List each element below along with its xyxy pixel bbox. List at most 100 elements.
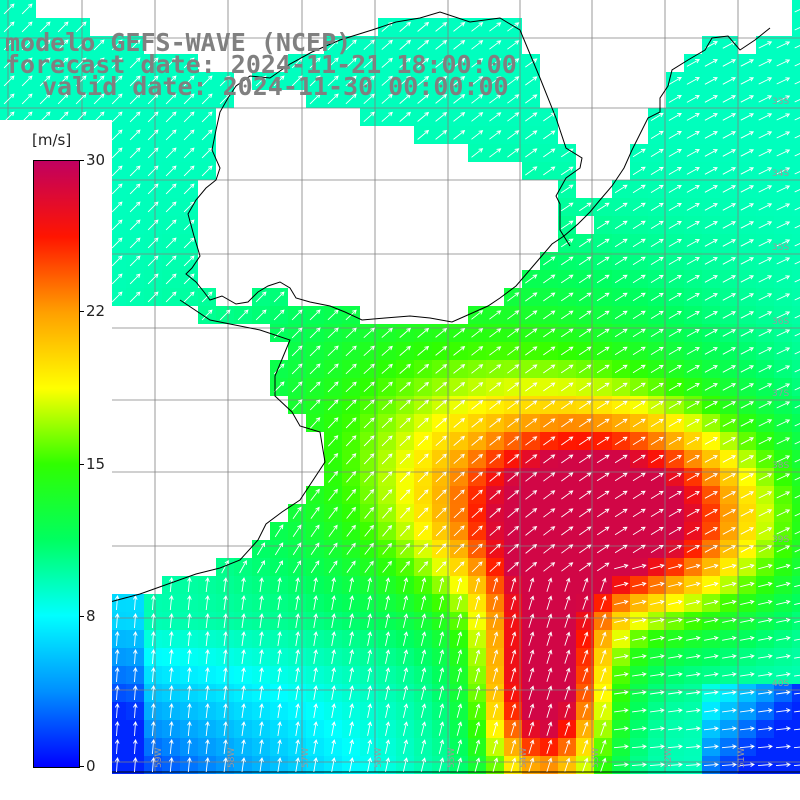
wind-arrow [367, 631, 373, 646]
wind-arrow [794, 710, 800, 713]
wind-arrow [402, 703, 409, 718]
wind-arrow [417, 363, 430, 374]
wind-arrow [704, 383, 718, 391]
wind-arrow [650, 690, 665, 695]
wind-arrow [187, 685, 192, 701]
wind-arrow [632, 184, 646, 194]
wind-arrow [165, 111, 177, 123]
wind-arrow [111, 75, 123, 87]
wind-arrow [345, 93, 357, 105]
wind-arrow [241, 721, 246, 736]
wind-arrow [525, 76, 538, 86]
wind-arrow [456, 739, 463, 754]
wind-arrow [169, 649, 174, 665]
wind-arrow [420, 649, 427, 664]
wind-arrow [561, 436, 574, 446]
wind-arrow [600, 595, 607, 610]
wind-arrow [632, 166, 646, 176]
wind-arrow [758, 527, 773, 535]
wind-arrow [471, 310, 484, 320]
wind-arrow [114, 721, 120, 737]
wind-arrow [686, 275, 700, 283]
wind-arrow [722, 563, 737, 570]
wind-arrow [614, 292, 628, 302]
wind-arrow [183, 183, 195, 195]
wind-arrow [793, 764, 800, 767]
wind-arrow [704, 113, 718, 121]
wind-arrow [793, 728, 800, 731]
wind-arrow [668, 77, 682, 85]
wind-arrow [402, 739, 409, 754]
wind-arrow [686, 311, 700, 319]
wind-arrow [510, 631, 517, 646]
wind-arrow [632, 708, 647, 713]
wind-arrow [489, 418, 502, 428]
wind-arrow [471, 471, 484, 482]
wind-speed-cell [792, 414, 800, 432]
wind-arrow [363, 453, 375, 465]
wind-arrow [456, 631, 463, 646]
wind-arrow [794, 242, 800, 247]
wind-arrow [507, 346, 520, 356]
wind-arrow [525, 418, 538, 428]
wind-arrow [438, 757, 445, 772]
wind-arrow [327, 399, 339, 411]
wind-arrow [776, 437, 791, 445]
wind-speed-cell [792, 450, 800, 468]
wind-arrow [546, 739, 553, 754]
wind-arrow [364, 506, 375, 519]
wind-arrow [686, 95, 700, 103]
wind-arrow [525, 274, 538, 284]
wind-arrow [564, 739, 571, 754]
wind-arrow [489, 58, 502, 68]
wind-arrow [740, 95, 755, 103]
wind-arrow [632, 654, 647, 659]
wind-arrow [757, 762, 773, 767]
wind-arrow [489, 453, 502, 464]
wind-arrow [129, 129, 141, 141]
wind-arrow [722, 473, 737, 481]
wind-arrow [453, 112, 466, 122]
wind-speed-cell [792, 270, 800, 288]
wind-arrow [560, 238, 574, 248]
wind-arrow [381, 381, 393, 393]
wind-arrow [668, 437, 682, 445]
wind-arrow [776, 617, 791, 623]
wind-arrow [402, 757, 409, 772]
wind-arrow [507, 382, 520, 392]
wind-arrow [704, 473, 718, 481]
wind-arrow [259, 595, 264, 610]
wind-arrow [543, 418, 556, 428]
wind-arrow [614, 708, 629, 713]
wind-arrow [349, 703, 355, 718]
wind-arrow [578, 382, 592, 392]
wind-speed-cell [792, 162, 800, 180]
wind-arrow [205, 685, 210, 701]
wind-arrow [775, 726, 791, 731]
wind-arrow [471, 418, 484, 428]
wind-arrow [794, 26, 800, 31]
wind-arrow [614, 617, 629, 623]
wind-arrow [578, 310, 592, 320]
wind-speed-cell [792, 36, 800, 54]
wind-arrow [345, 327, 357, 339]
wind-arrow [382, 542, 392, 555]
wind-arrow [578, 508, 592, 518]
wind-arrow [381, 57, 393, 68]
wind-arrow [668, 545, 682, 553]
wind-arrow [776, 329, 791, 337]
wind-arrow [650, 220, 664, 229]
wind-arrow [757, 726, 773, 731]
wind-arrow [596, 202, 610, 212]
wind-arrow [561, 526, 574, 536]
wind-arrow [3, 21, 15, 33]
wind-arrow [201, 111, 213, 123]
wind-arrow [776, 149, 791, 157]
wind-arrow [740, 509, 755, 517]
wind-speed-cell [792, 504, 800, 522]
wind-arrow [382, 524, 393, 537]
wind-arrow [420, 595, 427, 610]
wind-arrow [471, 130, 484, 140]
wind-arrow [776, 41, 791, 49]
wind-arrow [525, 561, 538, 572]
